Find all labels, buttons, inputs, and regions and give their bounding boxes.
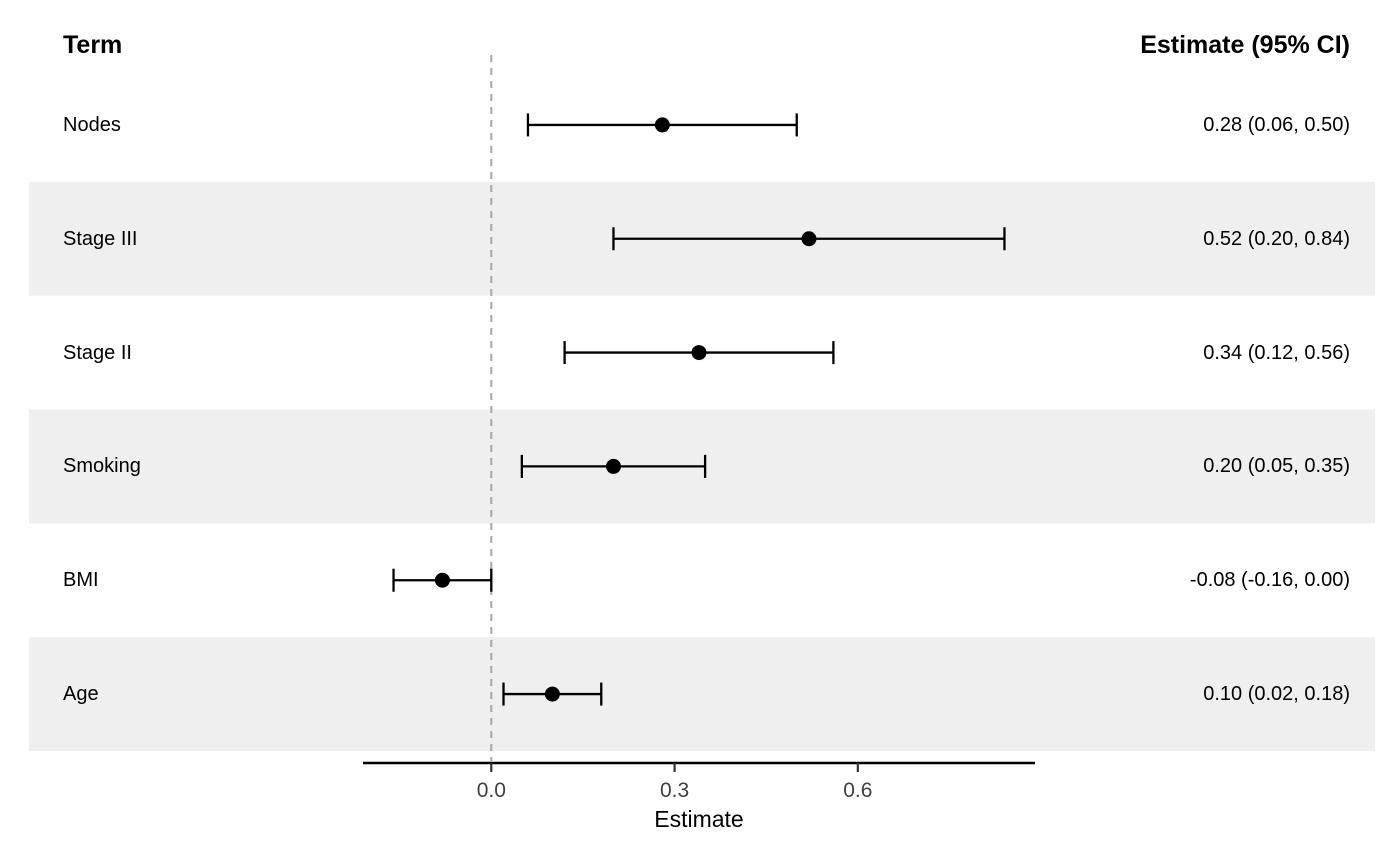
estimate-point bbox=[544, 686, 560, 702]
column-header-term: Term bbox=[63, 31, 123, 59]
estimate-point bbox=[801, 231, 817, 247]
estimate-ci-value: 0.28 (0.06, 0.50) bbox=[1203, 113, 1350, 136]
estimate-point bbox=[605, 458, 621, 474]
term-label: Age bbox=[63, 683, 99, 706]
term-label: Smoking bbox=[63, 455, 141, 478]
row-stripe-band bbox=[29, 637, 1375, 751]
x-axis-tick-label: 0.0 bbox=[477, 779, 506, 802]
term-label: Nodes bbox=[63, 113, 121, 136]
estimate-ci-value: -0.08 (-0.16, 0.00) bbox=[1189, 569, 1350, 592]
term-label: Stage III bbox=[63, 227, 138, 250]
estimate-point bbox=[654, 117, 670, 133]
estimate-ci-value: 0.52 (0.20, 0.84) bbox=[1203, 227, 1350, 250]
x-axis-title: Estimate bbox=[654, 806, 744, 832]
estimate-point bbox=[434, 572, 450, 588]
estimate-ci-value: 0.20 (0.05, 0.35) bbox=[1203, 455, 1350, 478]
estimate-point bbox=[691, 345, 707, 361]
x-axis-tick-label: 0.6 bbox=[843, 779, 872, 802]
estimate-ci-value: 0.10 (0.02, 0.18) bbox=[1203, 683, 1350, 706]
estimate-ci-value: 0.34 (0.12, 0.56) bbox=[1203, 341, 1350, 364]
column-header-estimate-ci: Estimate (95% CI) bbox=[1140, 31, 1350, 59]
term-label: Stage II bbox=[63, 341, 132, 364]
term-label: BMI bbox=[63, 569, 99, 592]
x-axis-tick-label: 0.3 bbox=[660, 779, 689, 802]
